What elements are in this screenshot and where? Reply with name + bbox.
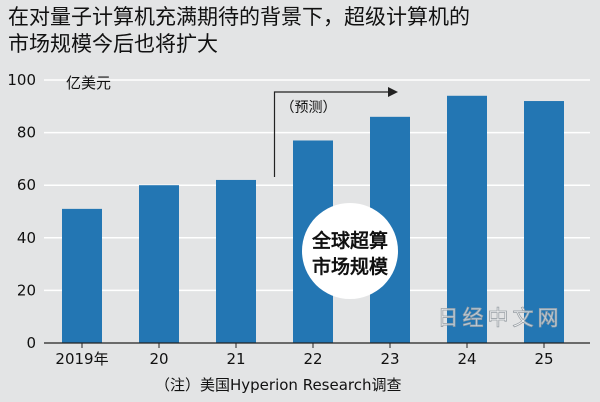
- forecast-arrow: [273, 91, 390, 177]
- chart-title: 在对量子计算机充满期待的背景下，超级计算机的 市场规模今后也将扩大: [8, 4, 598, 58]
- forecast-marker: （预测）: [273, 87, 398, 177]
- watermark: 日经中文网: [438, 306, 563, 330]
- callout-circle: [302, 203, 398, 299]
- bar-2: [216, 179, 256, 343]
- x-axis-ticks: 2019年 20 21 22 23 24 25: [55, 343, 554, 368]
- bar-6: [524, 101, 564, 343]
- y-axis-label: 亿美元: [66, 74, 111, 92]
- callout-label-line-1: 全球超算: [311, 229, 388, 252]
- x-tick-label: 24: [457, 350, 476, 368]
- y-tick-label: 0: [26, 334, 36, 352]
- x-tick-label: 20: [149, 350, 168, 368]
- forecast-arrowhead: [388, 87, 398, 97]
- chart-title-line-2: 市场规模今后也将扩大: [8, 32, 218, 56]
- bar-5: [447, 95, 487, 343]
- y-tick-label: 100: [7, 71, 36, 89]
- y-tick-label: 80: [17, 124, 36, 142]
- x-tick-label: 2019年: [55, 350, 108, 368]
- bar-1: [139, 185, 179, 343]
- forecast-label: （预测）: [281, 100, 337, 116]
- y-axis-ticks: 0 20 40 60 80 100: [7, 71, 36, 352]
- bar-0: [62, 208, 102, 343]
- source-note: （注）美国Hyperion Research调查: [155, 376, 402, 394]
- chart-title-line-1: 在对量子计算机充满期待的背景下，超级计算机的: [8, 5, 470, 29]
- callout-label-line-2: 市场规模: [312, 255, 389, 278]
- x-tick-label: 21: [226, 350, 245, 368]
- y-tick-label: 60: [17, 176, 36, 194]
- y-tick-label: 40: [17, 229, 36, 247]
- x-tick-label: 25: [534, 350, 553, 368]
- market-size-callout: 全球超算 市场规模: [302, 203, 398, 299]
- x-tick-label: 22: [303, 350, 322, 368]
- x-tick-label: 23: [380, 350, 399, 368]
- y-tick-label: 20: [17, 281, 36, 299]
